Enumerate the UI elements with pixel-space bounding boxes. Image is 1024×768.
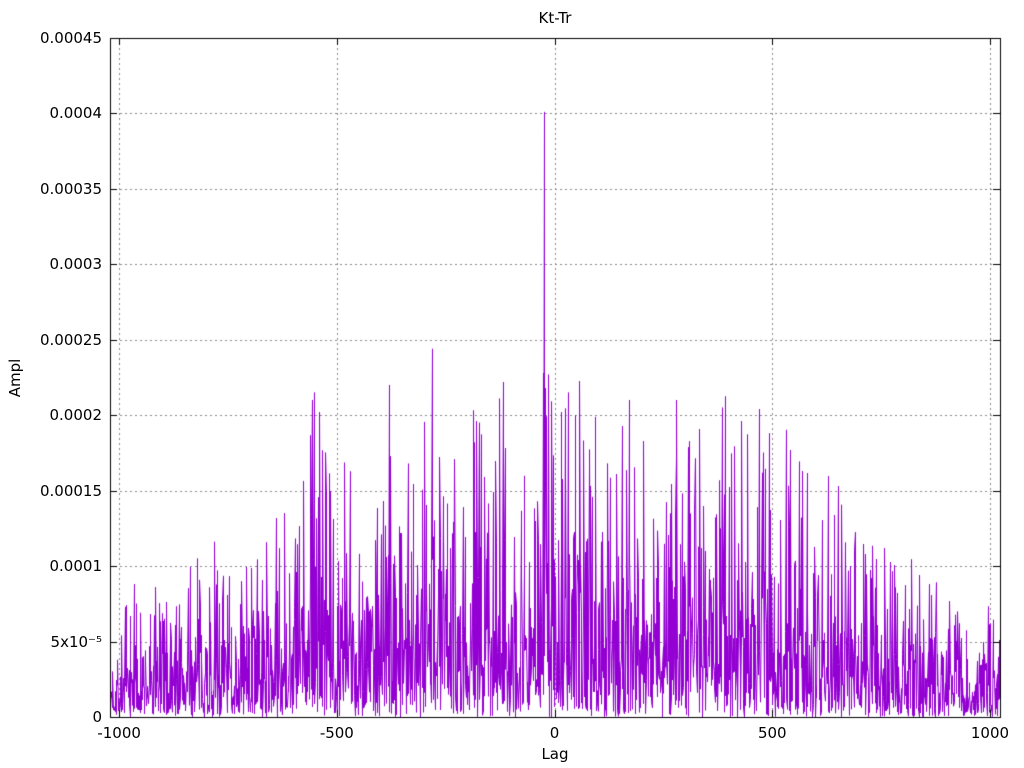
y-tick-label: 0.0001 xyxy=(49,557,103,576)
y-tick-label: 0.0002 xyxy=(49,406,103,425)
y-tick-label: 0.00015 xyxy=(39,481,102,500)
y-tick-label: 5x10⁻⁵ xyxy=(50,632,102,651)
y-tick-label: 0.0003 xyxy=(49,255,103,274)
x-tick-label: -500 xyxy=(319,724,354,742)
x-axis-label: Lag xyxy=(541,745,569,763)
y-tick-label: 0.00035 xyxy=(39,179,102,198)
y-axis-label: Ampl xyxy=(6,358,24,398)
x-tick-label: 0 xyxy=(549,724,560,742)
x-tick-label: 1000 xyxy=(970,724,1010,742)
x-tick-label: -1000 xyxy=(97,724,141,742)
y-tick-label: 0.0004 xyxy=(49,104,103,123)
y-tick-label: 0.00045 xyxy=(39,29,102,47)
chart-title: Kt-Tr xyxy=(538,9,572,27)
y-tick-label: 0.00025 xyxy=(39,330,102,349)
x-tick-label: 500 xyxy=(757,724,787,742)
y-tick-label: 0 xyxy=(92,708,102,726)
